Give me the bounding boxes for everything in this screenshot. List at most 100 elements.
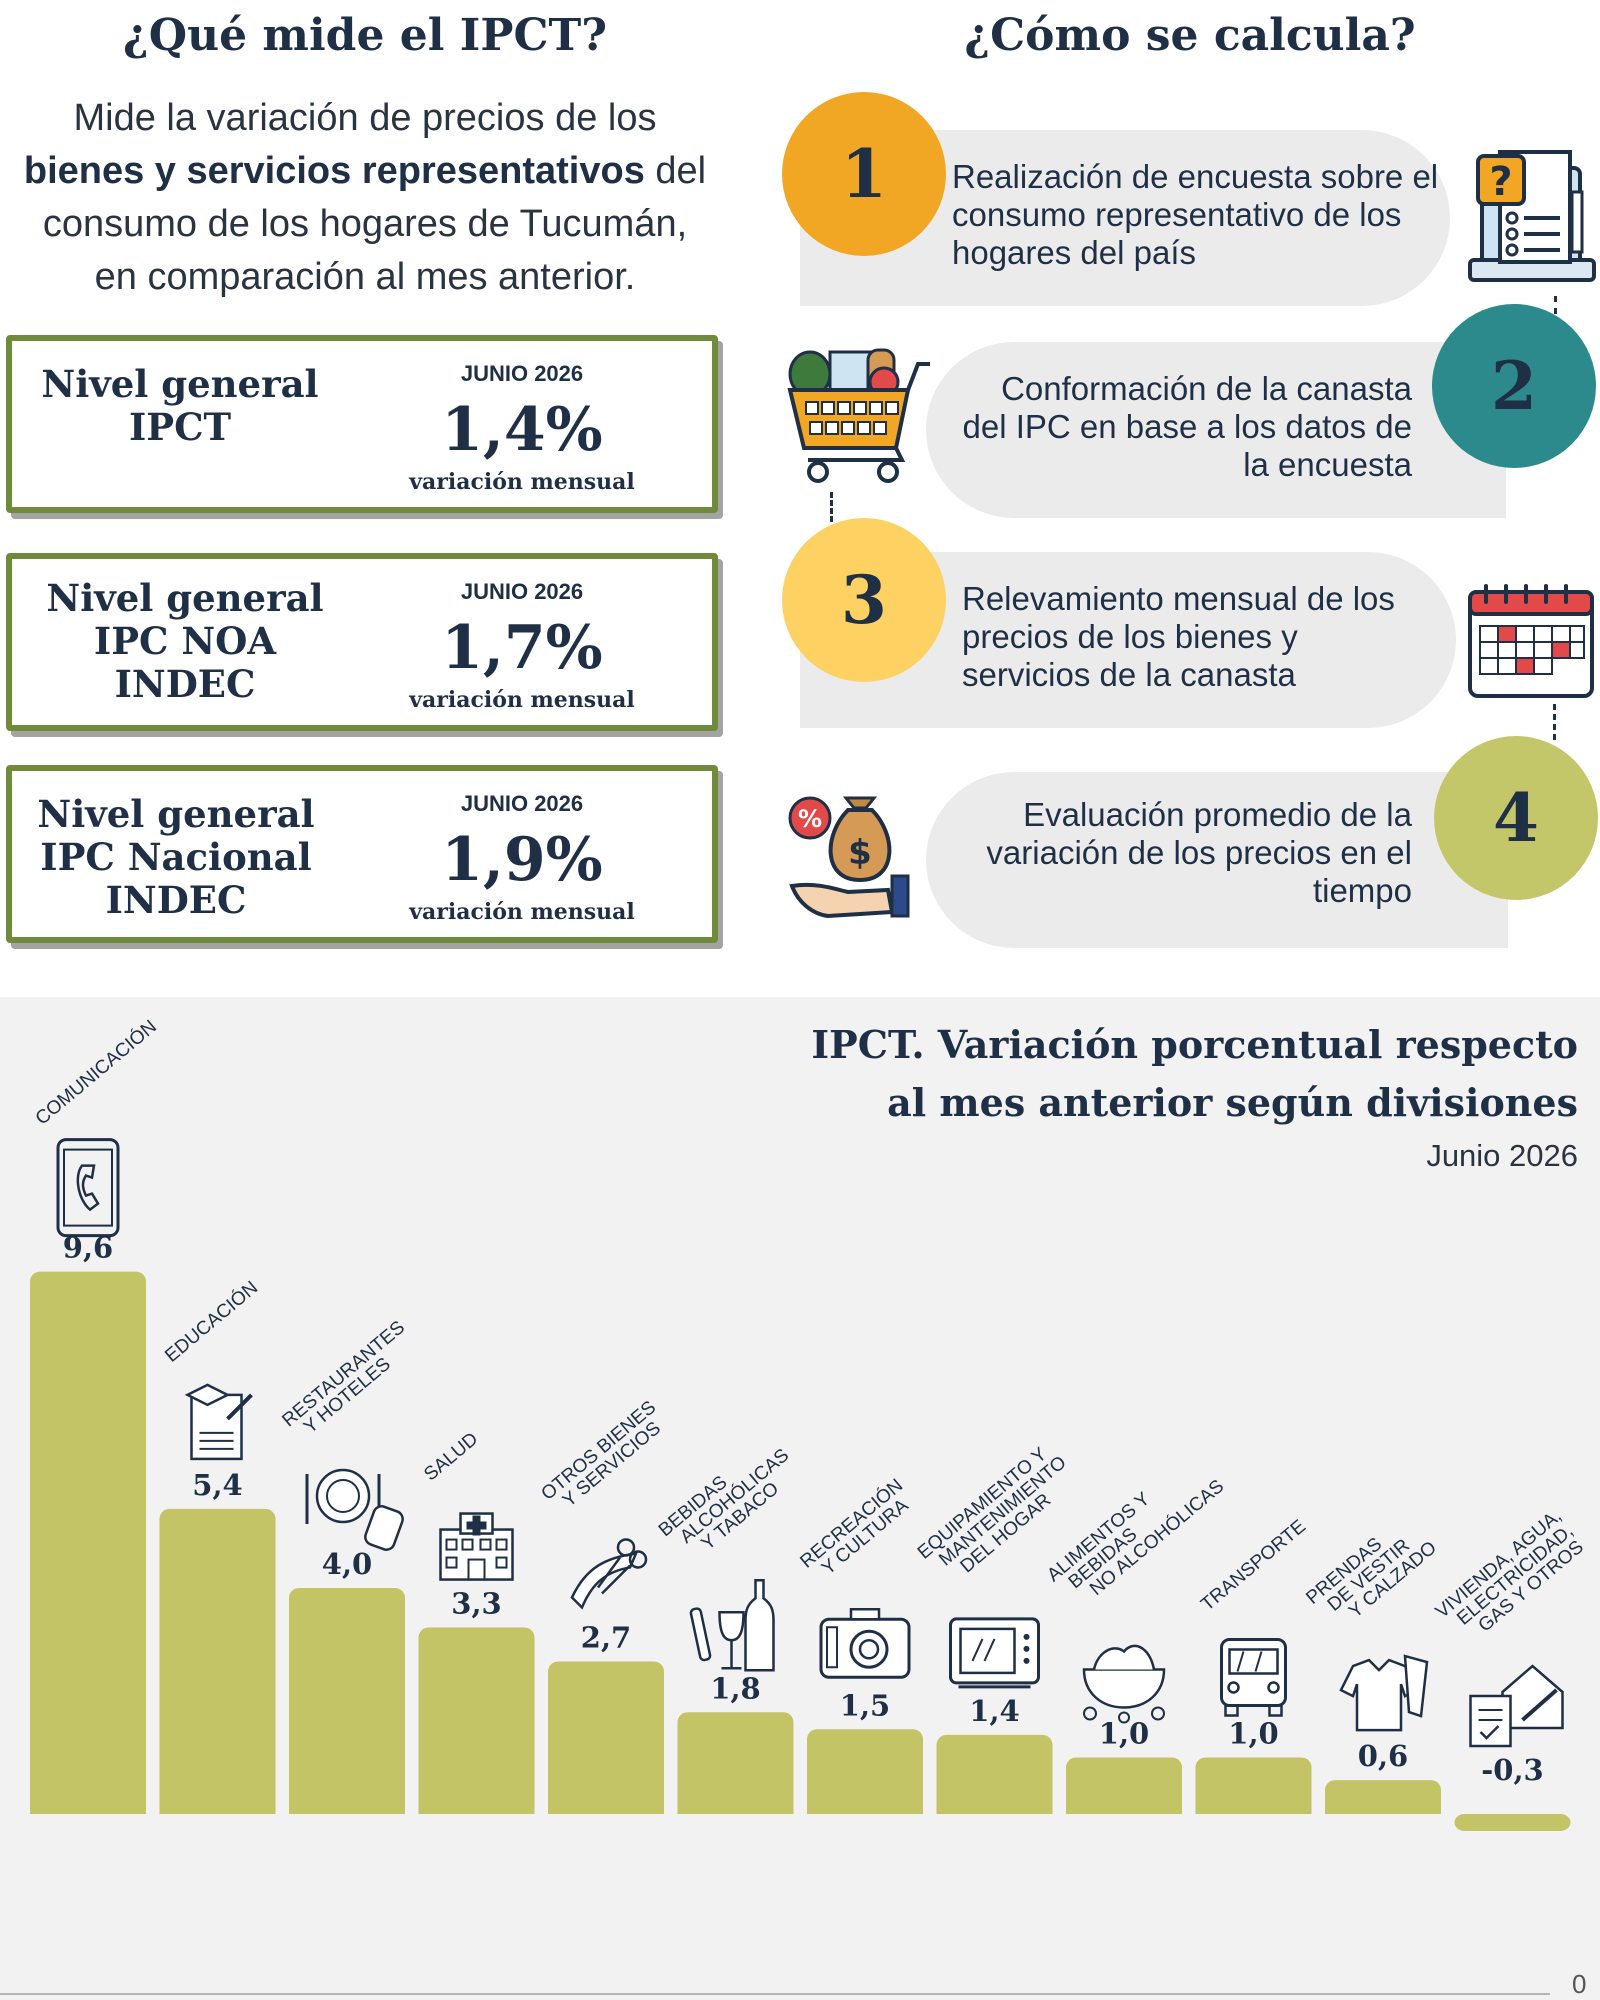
kpi-value: 1,7% xyxy=(441,613,603,683)
intro-line-3: consumo de los hogares de Tucumán, xyxy=(42,203,688,245)
category-label-10: TRANSPORTE xyxy=(1197,1516,1310,1615)
bar-10 xyxy=(1195,1757,1312,1814)
bar-8 xyxy=(936,1734,1053,1814)
camera-icon xyxy=(819,1608,911,1679)
kpi-name: Nivel general IPC Nacional INDEC xyxy=(37,792,315,922)
bar-7 xyxy=(807,1729,923,1814)
bar-9 xyxy=(1066,1757,1182,1814)
bar-5 xyxy=(548,1661,664,1814)
value-label-2: 5,4 xyxy=(192,1468,242,1502)
step-2-number: 2 xyxy=(1491,347,1537,425)
step-4-text: Evaluación promedio de la variación de l… xyxy=(986,796,1412,909)
kpi-subtitle: variación mensual xyxy=(409,469,635,495)
section-title-what: ¿Qué mide el IPCT? xyxy=(123,10,607,61)
kpi-month: JUNIO 2026 xyxy=(460,579,584,604)
survey-laptop-icon: ? xyxy=(1468,148,1596,300)
step-2-circle: 2 xyxy=(1432,304,1596,468)
phone-icon xyxy=(56,1138,120,1238)
kpi-name: Nivel general IPC NOA INDEC xyxy=(46,576,324,706)
bar-6 xyxy=(677,1712,794,1814)
kpi-card-ipct: Nivel general IPCT JUNIO 2026 1,4% varia… xyxy=(6,335,718,513)
bar-4 xyxy=(418,1627,535,1814)
step-3-circle: 3 xyxy=(782,518,946,682)
intro-text: Mide la variación de precios de los bien… xyxy=(0,92,730,304)
bar-2 xyxy=(159,1508,276,1814)
section-title-how: ¿Cómo se calcula? xyxy=(964,10,1416,61)
zero-tick-label: 0 xyxy=(1572,1969,1586,1999)
bar-5-base xyxy=(548,1802,664,1814)
value-label-10: 1,0 xyxy=(1228,1717,1278,1751)
intro-line-1: Mide la variación de precios de los xyxy=(73,97,657,139)
step-2-pill xyxy=(926,342,1506,518)
education-certificate-icon xyxy=(184,1383,253,1461)
kpi-value: 1,9% xyxy=(441,825,603,895)
value-label-6: 1,8 xyxy=(710,1671,760,1705)
chart-panel xyxy=(0,997,1600,2000)
category-label-1: COMUNICACIÓN xyxy=(31,1016,161,1130)
bar-12 xyxy=(1454,1814,1571,1831)
calendar-icon xyxy=(1466,582,1596,700)
connector xyxy=(1553,704,1556,740)
value-label-7: 1,5 xyxy=(840,1688,890,1722)
bar-11-base xyxy=(1325,1802,1441,1814)
intro-bold: bienes y servicios representativos xyxy=(23,150,645,192)
bar-9-base xyxy=(1066,1802,1182,1814)
step-4-pill xyxy=(926,772,1508,948)
ribbon-scissors-icon xyxy=(570,1538,648,1610)
kpi-month: JUNIO 2026 xyxy=(460,791,584,816)
value-label-3: 4,0 xyxy=(322,1547,372,1581)
bar-2-base xyxy=(159,1802,276,1814)
connector xyxy=(1554,296,1557,314)
value-label-8: 1,4 xyxy=(969,1694,1019,1728)
category-label-line: COMUNICACIÓN xyxy=(31,1016,161,1130)
svg-text:%: % xyxy=(798,805,822,833)
clothing-icon xyxy=(1339,1654,1429,1732)
value-label-4: 3,3 xyxy=(451,1587,501,1621)
kpi-subtitle: variación mensual xyxy=(409,687,635,713)
value-label-5: 2,7 xyxy=(581,1620,631,1654)
bar-1 xyxy=(30,1271,146,1814)
value-label-9: 1,0 xyxy=(1099,1717,1149,1751)
step-4-number: 4 xyxy=(1493,779,1539,857)
kpi-card-noa: Nivel general IPC NOA INDEC JUNIO 2026 1… xyxy=(6,553,718,731)
category-label-2: EDUCACIÓN xyxy=(161,1277,262,1367)
category-label-line: TRANSPORTE xyxy=(1197,1516,1310,1615)
shopping-cart-icon xyxy=(784,344,934,490)
intro-line-2: del xyxy=(644,150,707,192)
chart-title: IPCT. Variación porcentual respecto al m… xyxy=(811,1022,1578,1125)
microwave-icon xyxy=(949,1617,1040,1689)
food-bowl-icon xyxy=(1082,1644,1166,1724)
category-label-6: BEBIDASALCOHÓLICASY TABACO xyxy=(655,1430,806,1570)
category-label-9: ALIMENTOS YBEBIDASNO ALCOHÓLICAS xyxy=(1043,1447,1228,1616)
category-label-3: RESTAURANTESY HOTELES xyxy=(279,1317,422,1446)
wine-bottle-icon xyxy=(689,1579,775,1672)
bar-7-base xyxy=(807,1802,923,1814)
value-label-11: 0,6 xyxy=(1358,1739,1408,1773)
kpi-value: 1,4% xyxy=(441,395,603,465)
step-2-text: Conformación de la canasta del IPC en ba… xyxy=(962,370,1412,483)
money-bag-hand-icon: % $ xyxy=(788,794,916,920)
step-3-text: Relevamiento mensual de los precios de l… xyxy=(962,580,1395,693)
connector xyxy=(830,492,833,522)
category-label-line: EDUCACIÓN xyxy=(161,1277,262,1367)
kpi-subtitle: variación mensual xyxy=(409,899,635,925)
bar-6-base xyxy=(677,1802,794,1814)
bus-icon xyxy=(1220,1638,1287,1717)
kpi-month: JUNIO 2026 xyxy=(460,361,584,386)
bar-10-base xyxy=(1195,1802,1312,1814)
category-label-5: OTROS BIENESY SERVICIOS xyxy=(538,1397,673,1519)
step-1-circle: 1 xyxy=(782,92,946,256)
chart-subtitle: Junio 2026 xyxy=(1426,1138,1578,1173)
step-4-circle: 4 xyxy=(1434,736,1598,900)
bar-3-base xyxy=(289,1802,405,1814)
step-1-number: 1 xyxy=(841,135,887,213)
step-1-text: Realización de encuesta sobre el consumo… xyxy=(952,158,1439,271)
kpi-name: Nivel general IPCT xyxy=(41,362,319,449)
value-label-12: -0,3 xyxy=(1481,1753,1544,1787)
svg-text:?: ? xyxy=(1489,159,1512,205)
intro-line-4: en comparación al mes anterior. xyxy=(94,256,636,298)
hospital-icon xyxy=(439,1512,514,1581)
value-label-1: 9,6 xyxy=(63,1231,113,1265)
bar-1-base xyxy=(30,1802,146,1814)
